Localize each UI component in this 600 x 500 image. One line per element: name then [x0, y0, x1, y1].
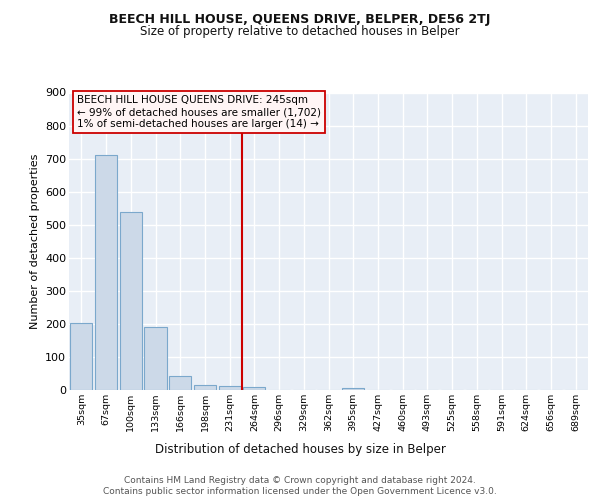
Bar: [169, 376, 191, 390]
Text: Distribution of detached houses by size in Belper: Distribution of detached houses by size …: [155, 442, 445, 456]
Bar: [95, 156, 117, 390]
Text: BEECH HILL HOUSE, QUEENS DRIVE, BELPER, DE56 2TJ: BEECH HILL HOUSE, QUEENS DRIVE, BELPER, …: [109, 12, 491, 26]
Bar: [243, 388, 265, 390]
Bar: [119, 212, 142, 390]
Text: Size of property relative to detached houses in Belper: Size of property relative to detached ho…: [140, 25, 460, 38]
Bar: [194, 384, 216, 390]
Text: Contains HM Land Registry data © Crown copyright and database right 2024.: Contains HM Land Registry data © Crown c…: [124, 476, 476, 485]
Bar: [342, 388, 364, 390]
Bar: [218, 386, 241, 390]
Bar: [70, 323, 92, 390]
Y-axis label: Number of detached properties: Number of detached properties: [29, 154, 40, 329]
Text: Contains public sector information licensed under the Open Government Licence v3: Contains public sector information licen…: [103, 488, 497, 496]
Bar: [145, 326, 167, 390]
Text: BEECH HILL HOUSE QUEENS DRIVE: 245sqm
← 99% of detached houses are smaller (1,70: BEECH HILL HOUSE QUEENS DRIVE: 245sqm ← …: [77, 96, 321, 128]
